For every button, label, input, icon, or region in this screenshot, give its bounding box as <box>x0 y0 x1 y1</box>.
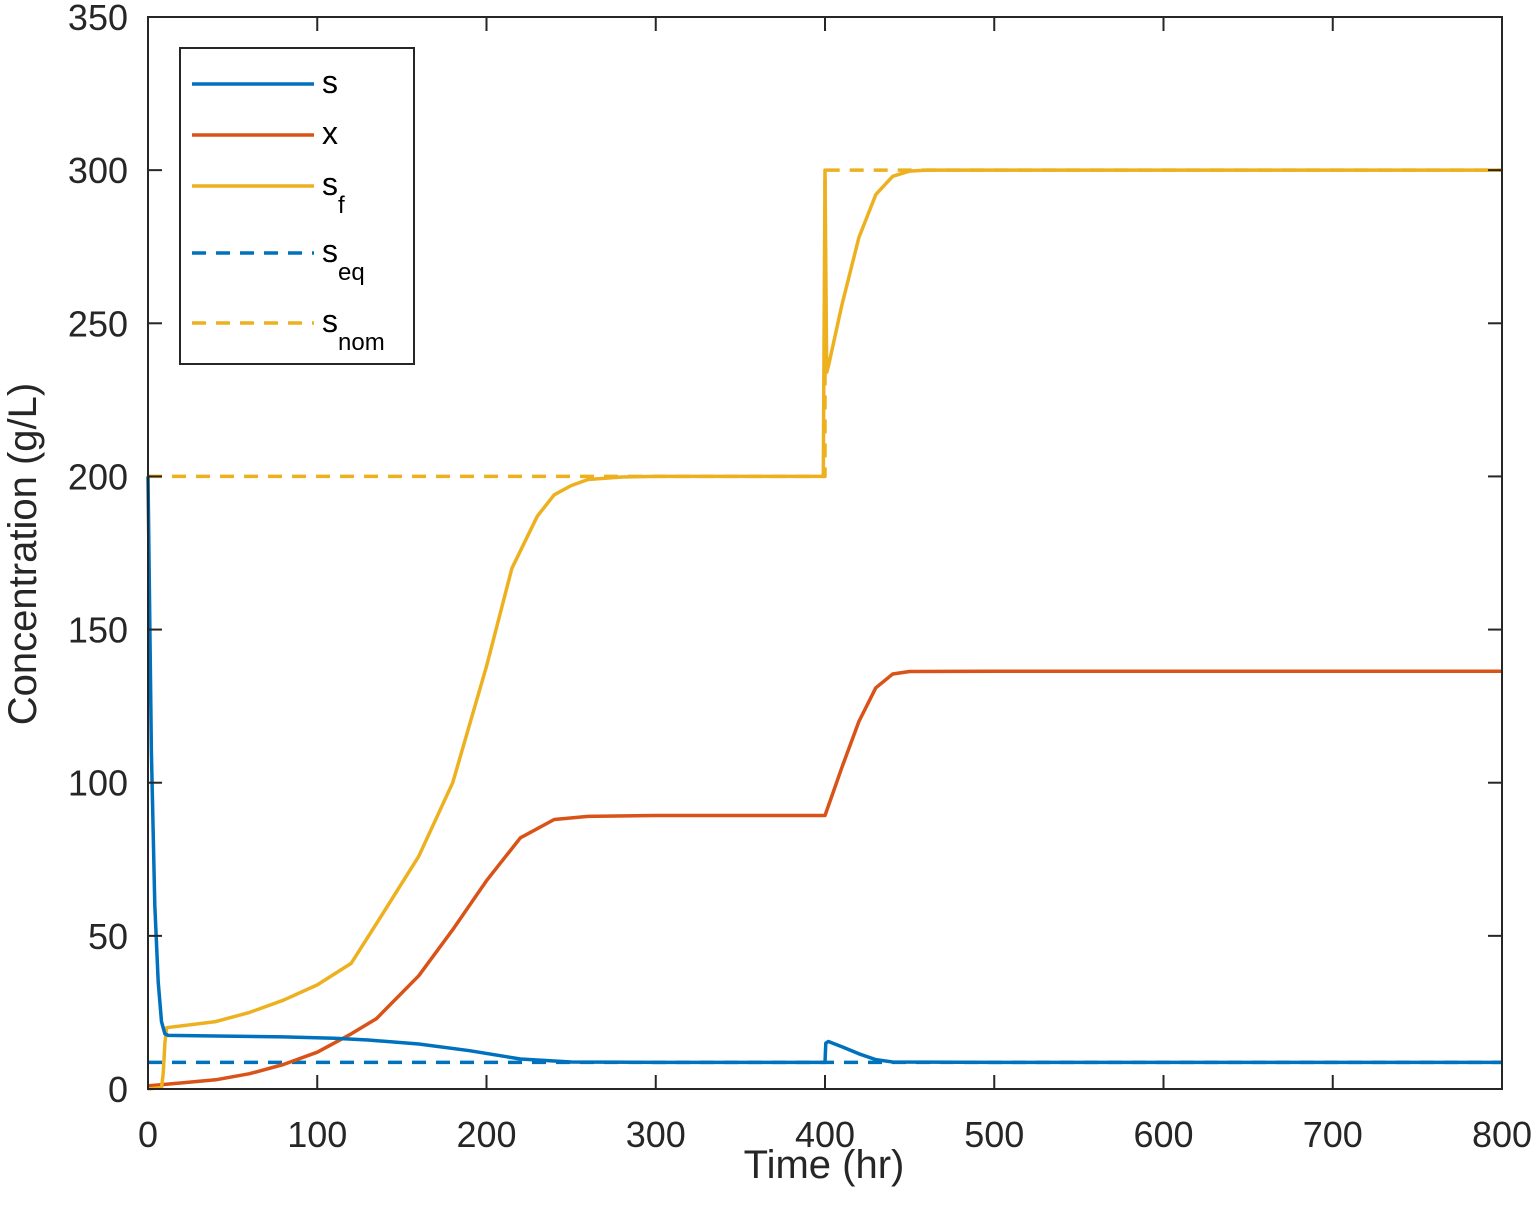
x-tick-label: 100 <box>287 1114 347 1155</box>
x-tick-label: 800 <box>1472 1114 1532 1155</box>
y-tick-label: 150 <box>68 610 128 651</box>
legend-label-x: x <box>322 115 338 151</box>
x-tick-label: 200 <box>456 1114 516 1155</box>
y-tick-label: 250 <box>68 303 128 344</box>
y-tick-label: 300 <box>68 150 128 191</box>
x-tick-label: 700 <box>1303 1114 1363 1155</box>
legend-label-s: s <box>322 64 338 100</box>
y-tick-label: 200 <box>68 456 128 497</box>
x-tick-label: 0 <box>138 1114 158 1155</box>
legend-box <box>179 47 415 365</box>
plot-area <box>146 168 1502 1091</box>
y-tick-label: 50 <box>88 916 128 957</box>
y-axis-ticks: 0 50 100 150 200 250 300 350 <box>68 0 1502 1110</box>
y-axis-label: Concentration (g/L) <box>1 383 45 725</box>
x-axis-label: Time (hr) <box>744 1143 905 1187</box>
x-tick-label: 600 <box>1133 1114 1193 1155</box>
x-tick-label: 300 <box>626 1114 686 1155</box>
y-tick-label: 350 <box>68 0 128 38</box>
series-line-x <box>147 669 1502 1088</box>
x-axis-ticks: 0 100 200 300 400 500 600 700 800 <box>138 17 1532 1155</box>
x-tick-label: 500 <box>964 1114 1024 1155</box>
y-tick-label: 100 <box>68 763 128 804</box>
x-tick-label: 400 <box>795 1114 855 1155</box>
series-line-s <box>146 476 1502 1065</box>
y-tick-label: 0 <box>108 1069 128 1110</box>
series-line-sf <box>147 168 1502 1091</box>
